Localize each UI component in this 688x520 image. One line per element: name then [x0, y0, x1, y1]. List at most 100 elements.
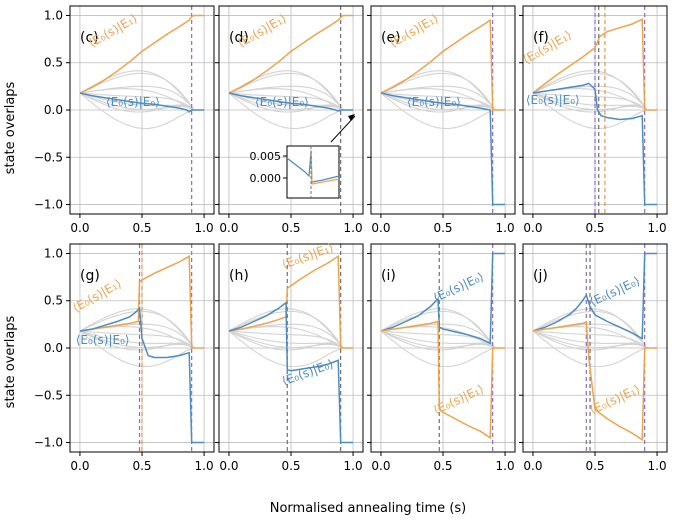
- background-curve: [228, 330, 344, 349]
- panel-label: (g): [80, 268, 100, 284]
- x-tick-label: 0.5: [433, 459, 452, 473]
- background-curve: [380, 88, 496, 111]
- inset-frame: [286, 145, 340, 199]
- series-line-blue: [380, 252, 506, 345]
- series-line-blue: [532, 252, 658, 340]
- x-tick-label: 0.0: [219, 221, 238, 235]
- y-tick-label: 0.5: [44, 56, 63, 70]
- x-tick-label: 0.5: [132, 221, 151, 235]
- y-tick-label: 1.0: [44, 246, 63, 260]
- series-line-orange: [380, 18, 506, 111]
- x-tick-label: 1.0: [344, 459, 363, 473]
- y-tick-label: −0.5: [34, 388, 63, 402]
- background-curve: [228, 330, 344, 349]
- y-tick-label: −0.5: [34, 150, 63, 164]
- series-line-orange: [532, 321, 658, 442]
- panel-h: (h) 0.0 0.5 1.0 ⟨E₀(s)|E₁⟩ ⟨E₀(s)|E₀⟩: [215, 240, 364, 473]
- x-tick-label: 0.0: [371, 459, 390, 473]
- background-curve: [79, 88, 195, 111]
- panel-e: (e)0.0 0.5 1.0⟨E₀(s)|E₁⟩⟨E₀(s)|E₀⟩: [367, 5, 516, 235]
- panel-d: (d)0.0 0.5 1.0⟨E₀(s)|E₁⟩⟨E₀(s)|E₀⟩0.0050.0…: [215, 5, 364, 235]
- x-tick-label: 0.5: [433, 221, 452, 235]
- curve-label-blue: ⟨E₀(s)|E₀⟩: [526, 93, 580, 107]
- panel-label: (j): [533, 268, 548, 284]
- background-curve: [228, 92, 344, 111]
- panel-i: (i)0.0 0.5 1.0⟨E₀(s)|E₀⟩⟨E₀(s)|E₁⟩: [367, 243, 516, 473]
- curve-label-blue: ⟨E₀(s)|E₀⟩: [407, 95, 461, 109]
- series-line-blue: [532, 82, 658, 206]
- inset-y-tick-label: 0.000: [250, 172, 282, 185]
- y-tick-label: 1.0: [44, 8, 63, 22]
- background-curve: [228, 88, 344, 111]
- background-curve: [532, 70, 648, 111]
- series-line-blue: [79, 92, 205, 113]
- series-line-orange: [532, 18, 658, 111]
- y-tick-label: 0.0: [44, 341, 63, 355]
- curve-label-blue: ⟨E₀(s)|E₀⟩: [255, 95, 309, 109]
- background-curve: [79, 92, 195, 130]
- x-tick-label: 1.0: [344, 221, 363, 235]
- x-tick-label: 0.5: [585, 221, 604, 235]
- background-curve: [79, 308, 195, 349]
- series-line-orange: [228, 254, 354, 349]
- x-tick-label: 1.0: [195, 459, 214, 473]
- panel-label: (c): [80, 30, 99, 46]
- background-curve: [228, 92, 344, 130]
- panel-g: (g)0.0 0.5 1.01.00.50.0−0.5−1.0⟨E₀(s)|E₁⟩⟨…: [34, 243, 215, 473]
- background-curve: [380, 92, 496, 111]
- x-tick-label: 0.0: [523, 459, 542, 473]
- background-curve: [380, 72, 496, 111]
- panel-label: (d): [229, 30, 249, 46]
- series-line-blue: [79, 306, 205, 444]
- series-line-blue: [380, 92, 506, 206]
- background-curve: [79, 330, 195, 349]
- series-line-orange: [228, 14, 354, 94]
- x-tick-label: 1.0: [496, 221, 515, 235]
- curve-label-blue: ⟨E₀(s)|E₀⟩: [106, 95, 160, 109]
- background-curve: [532, 72, 648, 111]
- x-tick-label: 0.5: [585, 459, 604, 473]
- background-curve: [79, 72, 195, 111]
- series-line-orange: [380, 320, 506, 440]
- x-tick-label: 1.0: [648, 221, 667, 235]
- inset-y-tick-label: 0.005: [250, 150, 282, 163]
- series-line-orange: [79, 255, 205, 349]
- curve-label-orange: ⟨E₀(s)|E₁⟩: [280, 240, 335, 272]
- x-tick-label: 0.0: [523, 221, 542, 235]
- curve-label-blue: ⟨E₀(s)|E₀⟩: [587, 274, 642, 309]
- x-tick-label: 1.0: [195, 221, 214, 235]
- background-curve: [228, 92, 344, 111]
- curve-label-blue: ⟨E₀(s)|E₀⟩: [280, 357, 335, 389]
- background-curve: [532, 310, 648, 349]
- background-curve: [380, 92, 496, 130]
- series-line-orange: [79, 14, 205, 94]
- y-axis-label-top: state overlaps: [3, 81, 18, 174]
- y-tick-label: −1.0: [34, 198, 63, 212]
- x-tick-label: 1.0: [496, 459, 515, 473]
- x-tick-label: 0.5: [281, 221, 300, 235]
- y-tick-label: 0.0: [44, 103, 63, 117]
- x-tick-label: 0.0: [70, 459, 89, 473]
- x-tick-label: 0.5: [132, 459, 151, 473]
- panel-label: (i): [381, 268, 396, 284]
- panel-label: (h): [229, 268, 249, 284]
- inset-arrow-head: [348, 114, 355, 121]
- panel-label: (e): [381, 30, 401, 46]
- x-tick-label: 0.0: [219, 459, 238, 473]
- background-curve: [79, 330, 195, 349]
- y-axis-label-bottom: state overlaps: [3, 315, 18, 408]
- background-curve: [532, 92, 648, 111]
- background-curve: [228, 330, 344, 368]
- x-tick-label: 0.0: [70, 221, 89, 235]
- series-line-blue: [228, 301, 354, 444]
- curve-label-blue: ⟨E₀(s)|E₀⟩: [76, 333, 130, 347]
- background-curve: [532, 92, 648, 111]
- background-curve: [79, 92, 195, 111]
- series-line-blue: [228, 92, 354, 112]
- x-axis-label: Normalised annealing time (s): [270, 501, 466, 516]
- background-curve: [380, 92, 496, 111]
- x-tick-label: 0.0: [371, 221, 390, 235]
- y-tick-label: 0.5: [44, 294, 63, 308]
- background-curve: [532, 330, 648, 349]
